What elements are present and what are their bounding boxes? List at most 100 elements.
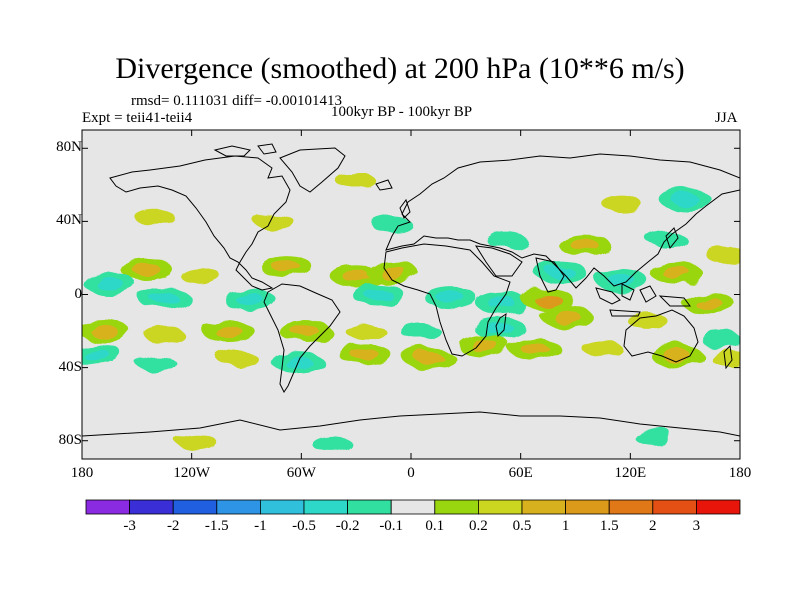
anomaly-region: [217, 350, 258, 367]
anomaly-region: [175, 432, 216, 449]
anomaly-core: [488, 297, 517, 310]
colorbar-box: [696, 499, 741, 515]
axis-ticks: [81, 130, 741, 459]
anomaly-core: [693, 295, 722, 308]
anomaly-core: [150, 292, 179, 305]
anomaly-core: [671, 193, 700, 206]
season-label: JJA: [715, 110, 738, 126]
colorbar-box: [216, 499, 261, 515]
colorbar-box: [303, 499, 348, 515]
colorbar-box: [477, 499, 523, 515]
coastline-indonesia: [595, 283, 691, 317]
anomaly-core: [342, 270, 371, 283]
colorbar-label: 0.2: [469, 518, 488, 534]
anomaly-region: [345, 323, 386, 340]
anomaly-core: [214, 325, 243, 338]
anomaly-core: [552, 310, 581, 323]
map-background: [82, 130, 740, 459]
colorbar-label: 0.5: [512, 518, 532, 534]
anomaly-core: [470, 339, 499, 352]
anomaly-core: [290, 325, 319, 338]
anomaly-region: [705, 246, 740, 263]
lon-tick-label: 0: [407, 465, 415, 481]
anomaly-core: [534, 293, 563, 306]
colorbar-box: [259, 499, 305, 515]
anomaly-region: [628, 313, 669, 330]
anomaly-core: [521, 343, 550, 356]
anomaly-region: [135, 209, 176, 226]
coastline-africa: [383, 243, 511, 357]
colorbar-label: -1: [254, 518, 267, 534]
colorbar: [85, 499, 741, 515]
lon-tick-label: 120E: [614, 465, 647, 481]
colorbar-box: [347, 499, 392, 515]
colorbar-box: [608, 499, 654, 515]
anomaly-core: [607, 273, 636, 286]
colorbar-label: -1.5: [204, 518, 229, 534]
lat-tick-label: 40N: [56, 212, 82, 229]
anomaly-region: [336, 173, 377, 190]
lat-tick-label: 0: [74, 285, 83, 302]
anomaly-region: [135, 354, 176, 371]
coastlines: [82, 143, 740, 437]
coastline-new-zealand: [723, 344, 733, 370]
coastline-north-america: [109, 155, 291, 291]
lat-tick-label: 80S: [58, 431, 82, 448]
anomaly-core: [272, 261, 301, 274]
anomaly-region: [601, 195, 642, 212]
anomaly-core: [82, 348, 111, 361]
lon-tick-label: 180: [728, 465, 752, 481]
anomaly-region: [144, 326, 185, 343]
colorbar-label: 2: [649, 518, 657, 534]
period-label: 100kyr BP - 100kyr BP: [331, 104, 473, 120]
colorbar-label: -0.2: [335, 518, 360, 534]
coastline-arctic-islands: [213, 143, 277, 157]
colorbar-box: [565, 499, 610, 515]
colorbar-label: -0.1: [379, 518, 404, 534]
anomaly-core: [236, 293, 265, 306]
lon-tick-label: 60W: [286, 465, 316, 481]
figure-title: Divergence (smoothed) at 200 hPa (10**6 …: [115, 52, 685, 85]
divergence-field: [82, 173, 740, 453]
anomaly-core: [415, 352, 444, 365]
anomaly-core: [131, 262, 160, 275]
anomaly-region: [701, 332, 740, 349]
anomaly-core: [662, 266, 691, 279]
colorbar-label: 3: [692, 518, 701, 534]
colorbar-label: 1.5: [599, 518, 619, 534]
colorbar-label: 1: [561, 518, 570, 534]
colorbar-label: -2: [166, 518, 180, 534]
experiment-label: Expt = teii41-teii4: [82, 110, 193, 126]
coastline-iceland: [375, 179, 393, 191]
colorbar-label: -3: [123, 518, 136, 534]
anomaly-region: [632, 427, 673, 444]
anomaly-region: [312, 436, 353, 453]
anomaly-region: [486, 231, 527, 248]
colorbar-box: [652, 499, 697, 515]
colorbar-box: [172, 499, 218, 515]
anomaly-region: [400, 323, 441, 340]
lat-tick-label: 40S: [58, 358, 82, 375]
coastline-madagascar: [495, 312, 507, 338]
coastline-antarctica: [82, 411, 740, 437]
coastline-eurasia: [385, 153, 740, 289]
anomaly-region: [710, 350, 740, 367]
anomaly-core: [662, 348, 691, 361]
colorbar-box: [521, 499, 566, 515]
colorbar-label: -0.5: [292, 518, 316, 534]
anomaly-core: [546, 266, 575, 279]
colorbar-box: [434, 499, 479, 515]
anomaly-region: [372, 217, 413, 234]
anomaly-region: [253, 213, 294, 230]
anomaly-core: [364, 288, 393, 301]
colorbar-box: [390, 499, 436, 515]
anomaly-core: [437, 292, 466, 305]
coastline-australia: [623, 309, 699, 363]
anomaly-core: [378, 266, 407, 279]
coastline-south-america: [263, 283, 341, 393]
lon-tick-label: 180: [70, 465, 94, 481]
anomaly-core: [484, 321, 513, 334]
coastline-arabia: [475, 245, 523, 277]
coastline-japan: [665, 227, 679, 250]
anomaly-region: [582, 341, 623, 358]
